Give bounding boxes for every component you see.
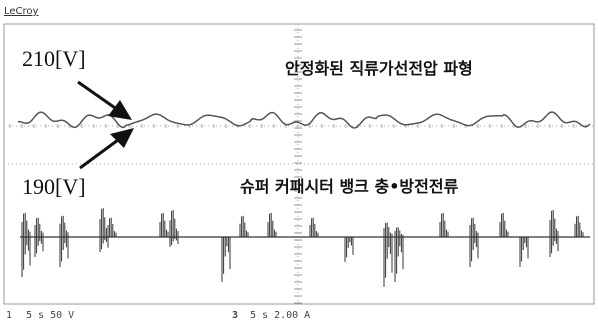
channel-label: 3 bbox=[232, 310, 238, 321]
brand: LeCroy bbox=[4, 6, 39, 17]
upper-marker: 210[V] bbox=[22, 46, 86, 71]
voltage-caption: 안정화된 직류가선전압 파형 bbox=[285, 59, 473, 78]
current-caption: 슈퍼 커패시터 뱅크 충•방전전류 bbox=[240, 177, 459, 196]
channel-label: 1 bbox=[6, 310, 12, 321]
channel-setting: 5 s 2.00 A bbox=[250, 310, 310, 321]
scope-screen: LeCroy 210[V] 190[V] 안정화된 직류가선전압 파형 슈퍼 커… bbox=[0, 0, 598, 325]
lower-marker: 190[V] bbox=[22, 174, 86, 199]
channel-setting: 5 s 50 V bbox=[26, 310, 74, 321]
